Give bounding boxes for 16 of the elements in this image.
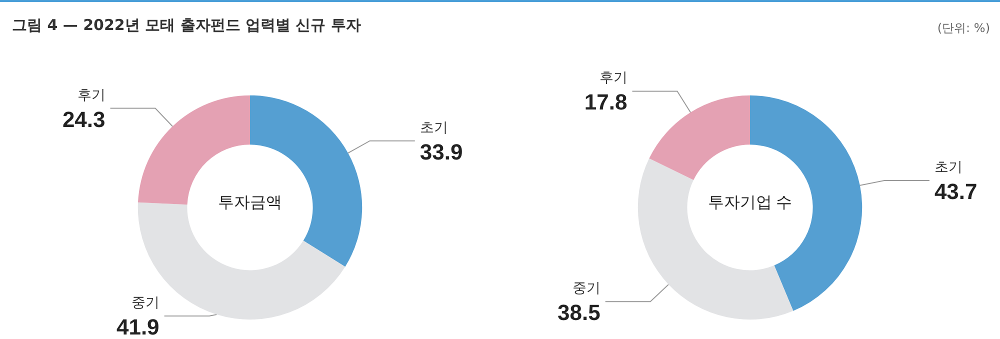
- slice-label: 후기: [599, 69, 628, 86]
- data-label: 41.9: [116, 314, 160, 339]
- slice-label: 초기: [934, 158, 962, 174]
- caption: 그림 4 — 2022년 모태 출자펀드 업력별 신규 투자: [12, 16, 361, 35]
- data-label: 33.9: [420, 139, 463, 164]
- data-label: 38.5: [558, 300, 600, 326]
- slice-label: 중기: [131, 294, 160, 310]
- data-label: 24.3: [62, 106, 106, 132]
- data-label: 43.7: [934, 178, 978, 204]
- data-label: 17.8: [584, 90, 628, 115]
- text: (단위: %): [937, 20, 990, 37]
- slice-label: 초기: [420, 118, 448, 135]
- slice-label: 후기: [77, 86, 106, 102]
- text: 투자기업 수: [708, 194, 792, 212]
- slice-label: 중기: [572, 280, 600, 296]
- text: 투자금액: [218, 194, 282, 212]
